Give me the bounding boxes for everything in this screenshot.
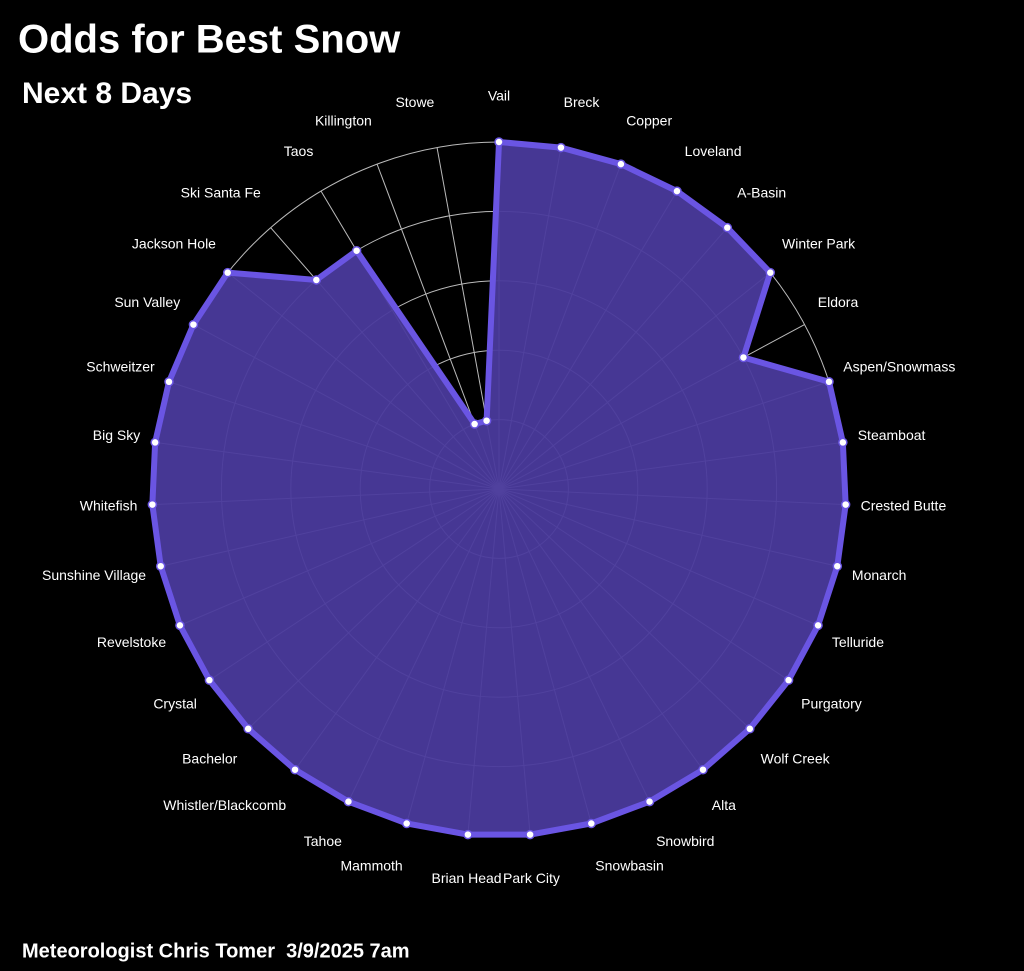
category-label: Winter Park [782,235,856,251]
category-label: Vail [488,88,510,104]
category-label: Big Sky [93,427,140,443]
category-label: Crested Butte [861,497,947,513]
data-point [765,267,776,278]
category-label: Killington [315,113,372,129]
data-point [290,764,300,775]
category-label: Steamboat [858,427,926,443]
chart-title: Odds for Best Snow [18,18,401,62]
data-point [616,159,626,169]
category-label: Aspen/Snowmass [843,359,955,375]
data-point [840,499,851,510]
data-point [469,419,480,429]
category-label: Jackson Hole [132,235,216,251]
category-label: A-Basin [737,184,786,200]
data-point [150,437,160,448]
data-point [351,245,362,256]
data-point [155,561,166,571]
category-label: Loveland [685,143,742,159]
data-point [164,377,174,387]
data-point [698,764,708,775]
category-label: Tahoe [304,833,342,849]
category-label: Alta [712,797,736,813]
category-label: Purgatory [801,696,862,712]
data-point [188,319,199,330]
category-label: Telluride [832,634,884,650]
category-label: Park City [503,870,560,886]
category-label: Stowe [395,94,434,110]
data-point [222,267,233,278]
data-point [783,675,794,685]
data-point [243,724,253,734]
category-label: Eldora [818,294,859,310]
category-label: Whitefish [80,497,138,513]
category-label: Mammoth [340,858,402,874]
data-point [401,818,412,829]
data-point [672,186,682,196]
category-label: Sunshine Village [42,567,146,583]
data-point [745,724,755,734]
data-point [644,796,655,807]
chart-subtitle: Next 8 Days [22,77,192,110]
category-label: Copper [626,113,672,129]
data-point [463,829,473,840]
data-point [813,620,823,631]
category-label: Monarch [852,567,906,583]
category-label: Snowbasin [595,858,664,874]
data-point [175,620,185,631]
data-point [481,415,492,426]
data-point [204,675,215,685]
category-label: Bachelor [182,751,238,767]
category-label: Revelstoke [97,634,166,650]
category-label: Whistler/Blackcomb [163,797,286,813]
category-label: Schweitzer [86,359,155,375]
category-label: Ski Santa Fe [181,184,261,200]
data-point [838,437,848,448]
data-point [525,829,535,840]
data-point [586,818,597,829]
category-label: Crystal [153,696,197,712]
data-point [343,796,354,807]
footnote: Meteorologist Chris Tomer 3/9/2025 7am [22,940,410,962]
data-point [311,275,322,285]
data-point [722,222,733,233]
data-point [147,499,158,510]
data-point [738,352,749,363]
data-point [832,561,843,571]
category-label: Brian Head [432,870,502,886]
category-label: Snowbird [656,833,714,849]
data-point [494,137,504,147]
category-label: Wolf Creek [761,751,831,767]
data-point [824,377,834,387]
category-label: Sun Valley [114,294,180,310]
data-point [556,142,566,153]
category-label: Taos [284,143,314,159]
radar-area [149,138,849,838]
category-label: Breck [564,94,601,110]
